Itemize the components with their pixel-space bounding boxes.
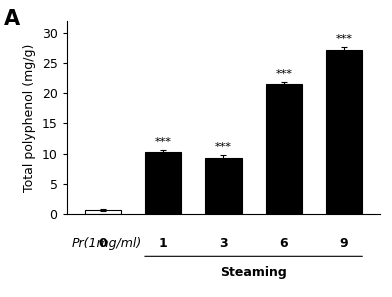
Text: 1: 1 bbox=[159, 237, 167, 250]
Text: 6: 6 bbox=[279, 237, 288, 250]
Bar bbox=[266, 84, 302, 214]
Text: ***: *** bbox=[336, 34, 352, 44]
Text: ***: *** bbox=[155, 137, 172, 147]
Text: Pr(1mg/ml): Pr(1mg/ml) bbox=[71, 237, 142, 250]
Text: 3: 3 bbox=[219, 237, 228, 250]
Text: ***: *** bbox=[275, 69, 292, 79]
Text: 9: 9 bbox=[340, 237, 348, 250]
Text: A: A bbox=[4, 9, 20, 29]
Text: 0: 0 bbox=[98, 237, 107, 250]
Bar bbox=[326, 50, 362, 214]
Y-axis label: Total polyphenol (mg/g): Total polyphenol (mg/g) bbox=[23, 43, 36, 192]
Bar bbox=[85, 210, 121, 214]
Bar bbox=[145, 152, 181, 214]
Text: Steaming: Steaming bbox=[220, 266, 287, 279]
Bar bbox=[205, 158, 241, 214]
Text: ***: *** bbox=[215, 142, 232, 152]
